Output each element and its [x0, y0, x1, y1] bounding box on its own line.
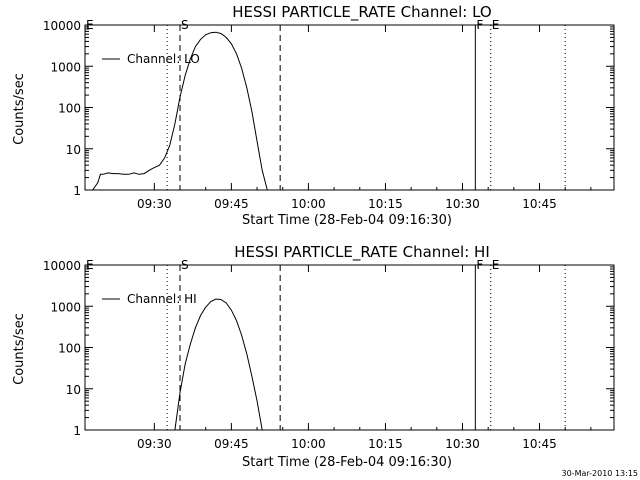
y-axis-ticks: 1 10 100 1000 10000 [43, 19, 614, 198]
x-axis-ticks: 09:30 09:45 10:00 10:15 10:30 10:45 [137, 265, 592, 451]
chart-title: HESSI PARTICLE_RATE Channel: HI [234, 243, 490, 262]
series-line [92, 31, 268, 191]
y-tick-label: 10 [66, 143, 81, 157]
chart-panel-hi: HESSI PARTICLE_RATE Channel: HI Counts/s… [12, 243, 615, 470]
legend: Channel: HI [102, 292, 197, 306]
y-tick-label: 10000 [43, 259, 81, 273]
x-tick-label: 10:45 [522, 197, 557, 211]
series-line [174, 298, 263, 431]
plot-frame [84, 24, 615, 191]
x-tick-label: 10:30 [445, 197, 480, 211]
x-tick-label: 09:45 [214, 437, 249, 451]
y-axis-ticks: 1 10 100 1000 10000 [43, 259, 614, 438]
marker-label: E [492, 258, 500, 272]
y-tick-label: 1000 [50, 60, 81, 74]
y-tick-label: 1 [73, 184, 81, 198]
marker-label: F [476, 258, 483, 272]
x-tick-label: 10:45 [522, 437, 557, 451]
marker-label: E [86, 18, 94, 32]
y-tick-label: 10 [66, 383, 81, 397]
y-tick-label: 100 [58, 102, 81, 116]
x-tick-label: 10:00 [291, 437, 326, 451]
data-series [92, 31, 268, 191]
x-tick-label: 10:15 [368, 197, 403, 211]
y-tick-label: 1000 [50, 300, 81, 314]
chart-title: HESSI PARTICLE_RATE Channel: LO [232, 3, 491, 22]
y-axis-label: Counts/sec [12, 73, 27, 145]
chart-panel-lo: HESSI PARTICLE_RATE Channel: LO Counts/s… [12, 3, 615, 228]
data-series [174, 298, 263, 431]
x-tick-label: 10:15 [368, 437, 403, 451]
marker-label: F [476, 18, 483, 32]
y-tick-label: 100 [58, 342, 81, 356]
y-axis-label: Counts/sec [12, 313, 27, 385]
footer-date: 30-Mar-2010 13:15 [562, 469, 639, 478]
x-axis-label: Start Time (28-Feb-04 09:16:30) [242, 213, 452, 228]
y-tick-label: 1 [73, 424, 81, 438]
x-axis-label: Start Time (28-Feb-04 09:16:30) [242, 455, 452, 470]
x-tick-label: 10:30 [445, 437, 480, 451]
marker-label: E [86, 258, 94, 272]
x-tick-label: 10:00 [291, 197, 326, 211]
x-tick-label: 09:30 [137, 197, 172, 211]
legend: Channel: LO [102, 52, 200, 66]
plot-frame [84, 264, 615, 431]
marker-label: S [181, 18, 189, 32]
legend-entry: Channel: LO [127, 52, 200, 66]
x-tick-label: 09:45 [214, 197, 249, 211]
marker-label: S [181, 258, 189, 272]
marker-label: E [492, 18, 500, 32]
y-tick-label: 10000 [43, 19, 81, 33]
legend-entry: Channel: HI [127, 292, 197, 306]
x-axis-ticks: 09:30 09:45 10:00 10:15 10:30 10:45 [137, 25, 592, 211]
x-tick-label: 09:30 [137, 437, 172, 451]
